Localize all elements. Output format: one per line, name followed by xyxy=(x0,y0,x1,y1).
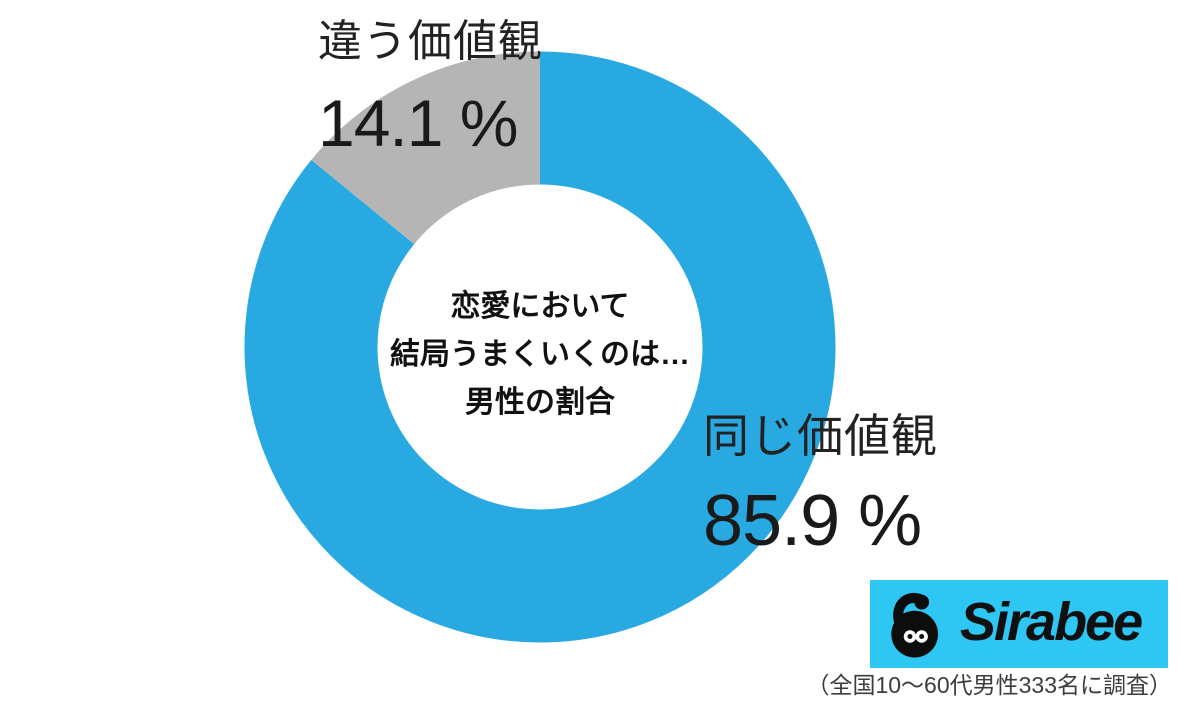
slice-label-different-values: 違う価値観 xyxy=(318,17,543,66)
slice-value-different-values: 14.1 % xyxy=(318,86,518,160)
chart-center-title: 恋愛において 結局うまくいくのは… 男性の割合 xyxy=(290,283,790,427)
callout-same-values: 同じ価値観 85.9 % xyxy=(703,410,938,561)
donut-slice-different-values xyxy=(244,51,836,643)
sirabee-brand-text: Sirabee xyxy=(960,592,1143,652)
center-title-line-1: 恋愛において xyxy=(450,290,630,323)
center-title-line-2: 結局うまくいくのは… xyxy=(390,338,690,371)
survey-footnote: （全国10〜60代男性333名に調査） xyxy=(806,672,1172,698)
center-title-line-3: 男性の割合 xyxy=(465,386,615,419)
callout-different-values: 違う価値観 14.1 % xyxy=(318,16,543,158)
slice-label-same-values: 同じ価値観 xyxy=(703,410,938,462)
sirabee-mascot-icon xyxy=(891,593,939,658)
sirabee-logo: Sirabee xyxy=(870,580,1168,668)
slice-value-same-values: 85.9 % xyxy=(703,481,922,561)
